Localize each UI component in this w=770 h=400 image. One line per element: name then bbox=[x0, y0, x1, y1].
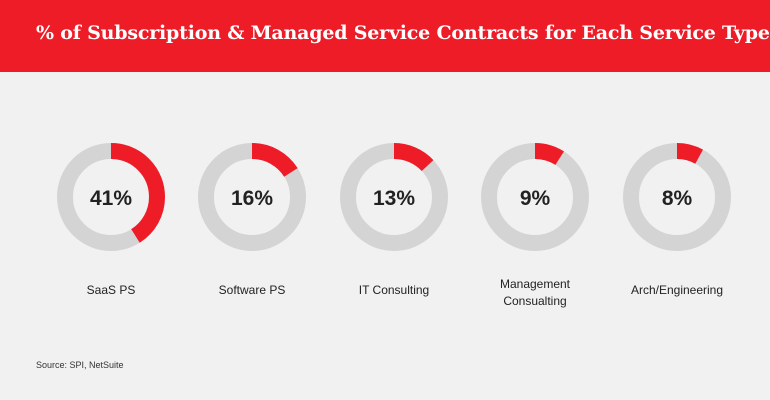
donut-value-arc bbox=[198, 143, 306, 251]
donut-value-label: 8% bbox=[662, 187, 693, 210]
source-note: Source: SPI, NetSuite bbox=[36, 360, 124, 370]
donut-value-label: 13% bbox=[373, 187, 415, 210]
donut-1: 16% bbox=[198, 143, 306, 251]
category-label: IT Consulting bbox=[358, 283, 430, 297]
donut-value-arc bbox=[340, 143, 448, 251]
donut-value-arc bbox=[481, 143, 589, 251]
donut-2: 13% bbox=[340, 143, 448, 251]
donut-value-label: 16% bbox=[231, 187, 273, 210]
category-label: Arch/Engineering bbox=[630, 283, 724, 297]
donut-0: 41% bbox=[57, 143, 165, 251]
donut-3: 9% bbox=[481, 143, 589, 251]
category-label: Software PS bbox=[218, 283, 286, 297]
donut-value-label: 9% bbox=[520, 187, 551, 210]
donut-value-arc bbox=[623, 143, 731, 251]
chart-title: % of Subscription & Managed Service Cont… bbox=[36, 22, 770, 44]
category-label: SaaS PS bbox=[86, 283, 136, 297]
donut-value-arc bbox=[57, 143, 165, 251]
donut-value-label: 41% bbox=[90, 187, 132, 210]
title-banner: % of Subscription & Managed Service Cont… bbox=[0, 0, 770, 72]
donut-4: 8% bbox=[623, 143, 731, 251]
category-label: Management Consualting bbox=[499, 277, 571, 308]
